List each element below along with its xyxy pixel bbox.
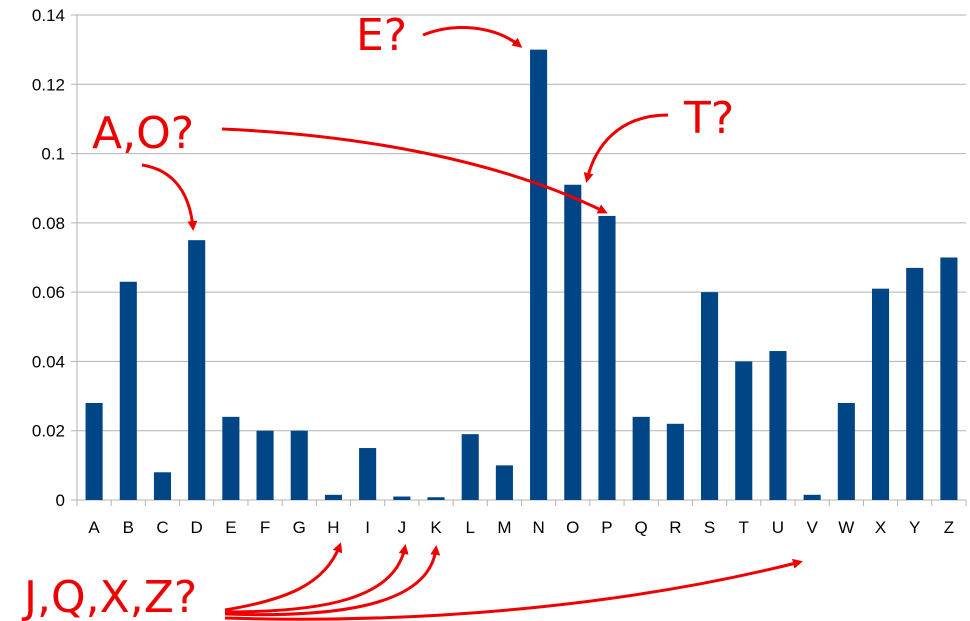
bar-t bbox=[735, 361, 753, 500]
x-tick-label-m: M bbox=[497, 518, 511, 537]
x-tick-label-r: R bbox=[669, 518, 681, 537]
bar-n bbox=[530, 49, 548, 501]
x-tick-label-h: H bbox=[327, 518, 339, 537]
bar-d bbox=[188, 240, 206, 500]
bar-h bbox=[324, 494, 342, 500]
y-tick-label: 0.04 bbox=[32, 352, 65, 371]
bar-e bbox=[222, 416, 240, 500]
axes bbox=[76, 15, 967, 506]
bar-z bbox=[940, 257, 958, 500]
x-tick-label-t: T bbox=[739, 518, 749, 537]
x-tick-label-l: L bbox=[465, 518, 474, 537]
x-tick-label-x: X bbox=[875, 518, 886, 537]
y-tick-label: 0.1 bbox=[41, 145, 65, 164]
x-tick-label-q: Q bbox=[635, 518, 648, 537]
x-tick-label-w: W bbox=[838, 518, 854, 537]
x-tick-label-o: O bbox=[566, 518, 579, 537]
bar-p bbox=[598, 215, 616, 500]
x-tick-label-v: V bbox=[806, 518, 818, 537]
y-tick-label: 0.12 bbox=[32, 75, 65, 94]
arrow-jqxz-to-k bbox=[224, 545, 441, 617]
bar-i bbox=[359, 448, 377, 500]
y-tick-label: 0.14 bbox=[32, 6, 65, 25]
x-tick-label-n: N bbox=[532, 518, 544, 537]
y-tick-label: 0.02 bbox=[32, 422, 65, 441]
y-tick-label: 0.08 bbox=[32, 214, 65, 233]
bar-w bbox=[837, 403, 855, 500]
annotation-e: E? bbox=[356, 10, 407, 61]
bar-c bbox=[153, 472, 172, 500]
x-tick-labels: A B C D E F G H I J K L M N O P Q R S T U V W X Y Z bbox=[88, 518, 954, 537]
x-tick-label-k: K bbox=[430, 518, 442, 537]
arrow-e-to-n bbox=[422, 26, 523, 48]
x-tick-label-f: F bbox=[260, 518, 270, 537]
arrow-ao-to-d bbox=[141, 163, 198, 231]
x-tick-label-b: B bbox=[123, 518, 134, 537]
x-tick-label-u: U bbox=[772, 518, 784, 537]
bar-b bbox=[119, 281, 137, 500]
x-tick-label-g: G bbox=[293, 518, 306, 537]
bar-v bbox=[803, 494, 821, 500]
grid-lines bbox=[71, 14, 966, 501]
x-tick-label-j: J bbox=[398, 518, 407, 537]
y-tick-label: 0 bbox=[56, 491, 65, 510]
bar-o bbox=[564, 184, 582, 500]
bar-k bbox=[427, 497, 445, 500]
bar-x bbox=[871, 288, 890, 500]
bar-a bbox=[85, 403, 103, 500]
annotation-t: T? bbox=[683, 93, 734, 144]
x-tick-label-c: C bbox=[156, 518, 168, 537]
y-tick-label: 0.06 bbox=[32, 283, 65, 302]
bar-r bbox=[666, 423, 684, 500]
x-tick-label-i: I bbox=[365, 518, 370, 537]
annotation-j-q-x-z: J,Q,X,Z? bbox=[21, 572, 197, 621]
y-tick-labels: 0 0.02 0.04 0.06 0.08 0.1 0.12 0.14 bbox=[32, 6, 65, 510]
x-tick-label-p: P bbox=[601, 518, 612, 537]
bar-s bbox=[701, 292, 719, 500]
bar-m bbox=[495, 465, 513, 500]
bar-j bbox=[393, 496, 411, 500]
bar-q bbox=[632, 416, 650, 500]
x-tick-label-z: Z bbox=[944, 518, 954, 537]
arrow-jqxz-to-j bbox=[224, 544, 409, 614]
x-tick-label-s: S bbox=[704, 518, 715, 537]
x-tick-label-y: Y bbox=[909, 518, 920, 537]
bar-g bbox=[290, 430, 308, 500]
arrow-t-to-o bbox=[583, 113, 669, 183]
bar-l bbox=[461, 434, 479, 500]
bar-u bbox=[769, 351, 787, 500]
x-tick-label-d: D bbox=[191, 518, 203, 537]
x-tick-label-e: E bbox=[225, 518, 236, 537]
annotations-group: E? A,O? T? J,Q,X,Z? bbox=[21, 10, 803, 621]
arrow-jqxz-to-v bbox=[224, 558, 803, 621]
bar-y bbox=[906, 267, 924, 500]
x-tick-label-a: A bbox=[88, 518, 100, 537]
bars-group bbox=[85, 49, 958, 501]
arrow-jqxz-to-h bbox=[224, 542, 343, 612]
arrow-ao-to-p bbox=[221, 127, 608, 214]
annotation-a-o: A,O? bbox=[92, 108, 194, 159]
bar-f bbox=[256, 430, 274, 500]
